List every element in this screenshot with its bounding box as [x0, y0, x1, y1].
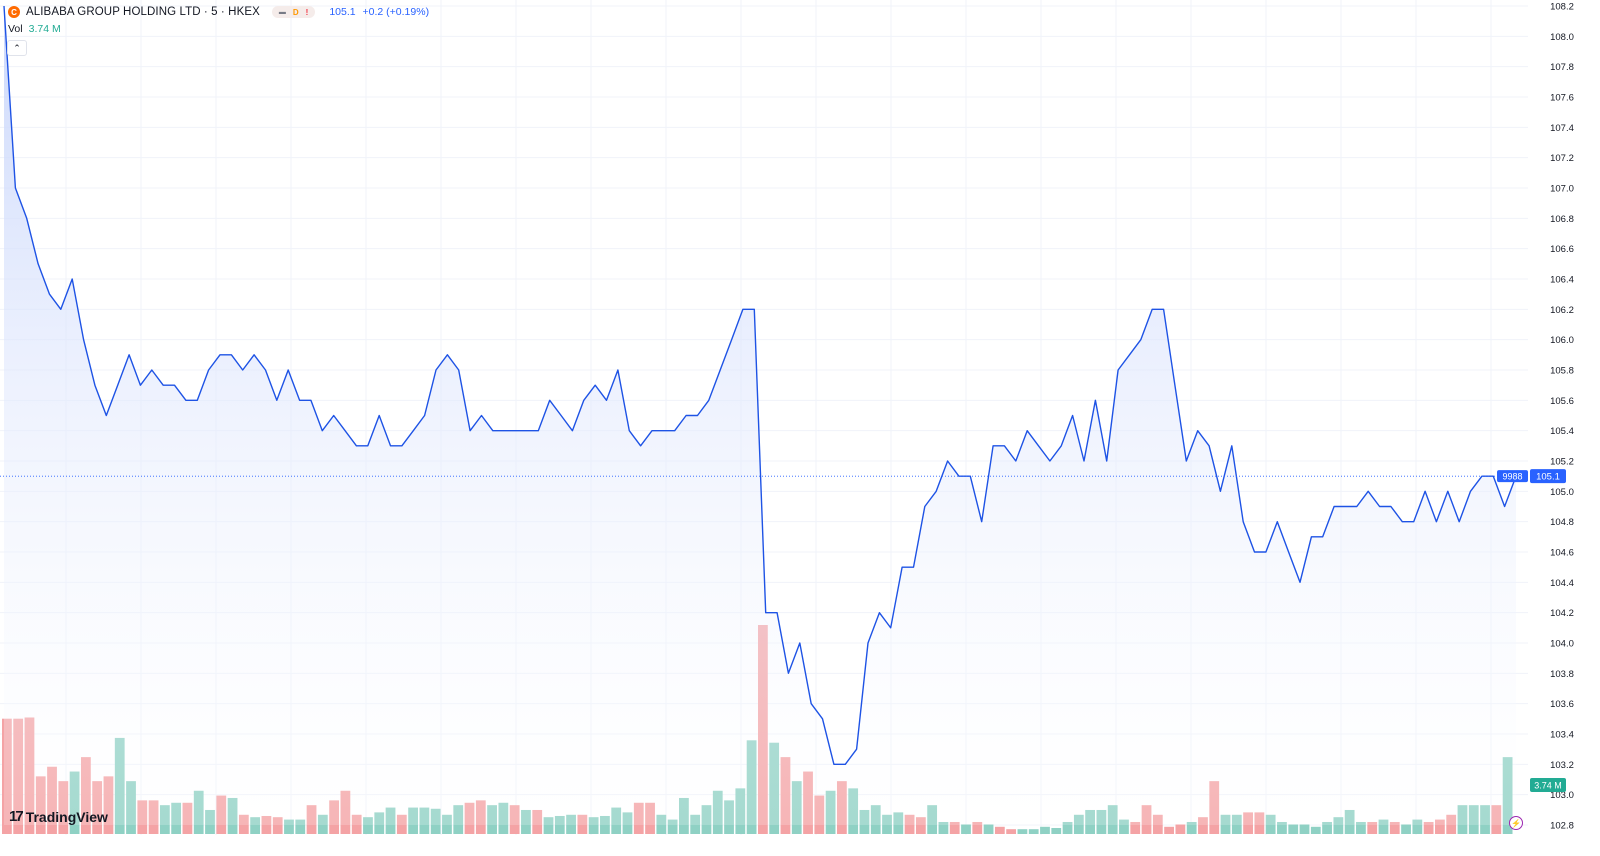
pill-d-badge: D — [292, 7, 299, 17]
volume-bar — [1017, 829, 1028, 834]
volume-legend: Vol 3.74 M — [8, 23, 61, 35]
volume-bar — [1333, 817, 1344, 834]
volume-bar — [1389, 821, 1400, 834]
volume-bar — [1051, 827, 1062, 834]
tradingview-logo[interactable]: 17 TradingView — [9, 808, 108, 825]
y-tick-label: 106.2 — [1550, 305, 1574, 316]
tradingview-logo-icon: 17 — [9, 808, 24, 825]
volume-bar — [543, 817, 554, 834]
y-tick-label: 104.2 — [1550, 608, 1574, 619]
volume-bar — [295, 819, 306, 834]
volume-bar — [363, 817, 373, 834]
volume-bar — [1322, 821, 1332, 834]
last-price-axis-label: 105.1 — [1536, 472, 1560, 483]
volume-bar — [1175, 824, 1186, 834]
y-tick-label: 104.0 — [1550, 639, 1574, 650]
symbol-title[interactable]: ALIBABA GROUP HOLDING LTD · 5 · HKEX — [26, 6, 260, 18]
volume-bar — [1310, 826, 1321, 834]
y-tick-label: 105.4 — [1550, 426, 1574, 437]
y-tick-label: 102.8 — [1550, 821, 1574, 832]
price-axis[interactable]: 108.2 108.0 107.8 107.6 107.4 107.2 107.0 106.8… — [1550, 2, 1574, 832]
volume-bar — [938, 821, 949, 834]
y-tick-label: 108.2 — [1550, 2, 1574, 13]
y-tick-label: 107.0 — [1550, 184, 1574, 195]
volume-tag — [1530, 778, 1566, 792]
symbol-code-label: 9988 — [1502, 472, 1522, 482]
y-tick-label: 106.8 — [1550, 214, 1574, 225]
volume-bar — [983, 824, 994, 834]
volume-bar — [949, 821, 960, 834]
y-tick-label: 105.6 — [1550, 396, 1574, 407]
y-tick-label: 107.4 — [1550, 123, 1574, 134]
last-price: 105.1 — [329, 6, 356, 18]
volume-bar — [667, 819, 678, 834]
lightning-icon[interactable]: ⚡ — [1509, 816, 1523, 830]
price-area — [4, 6, 1516, 825]
volume-bar — [994, 826, 1005, 834]
volume-bar — [1119, 819, 1129, 834]
y-tick-label: 104.8 — [1550, 517, 1574, 528]
volume-axis-label: 3.74 M — [1534, 781, 1562, 791]
volume-bar — [915, 817, 926, 834]
last-price-tag — [1530, 469, 1566, 484]
volume-bar — [1378, 819, 1389, 834]
volume-bar — [588, 817, 599, 834]
warning-icon: ! — [305, 7, 309, 17]
volume-bar — [250, 817, 261, 834]
volume-bar — [1367, 821, 1378, 834]
y-tick-label: 103.0 — [1550, 790, 1574, 801]
symbol-code-tag — [1497, 470, 1528, 483]
volume-bar — [1006, 829, 1017, 834]
eye-off-icon: ▬ — [278, 8, 286, 16]
y-tick-label: 103.8 — [1550, 669, 1574, 680]
volume-bar — [1164, 826, 1174, 834]
y-tick-label: 106.6 — [1550, 244, 1574, 255]
volume-bar — [1040, 826, 1050, 834]
volume-bar — [284, 819, 294, 834]
volume-bar — [961, 824, 971, 834]
price-line — [3, 5, 1517, 765]
volume-bar — [1288, 824, 1299, 834]
axis-price-labels: 9988 105.1 3.74 M — [1497, 469, 1566, 792]
volume-bar — [1062, 821, 1073, 834]
y-tick-label: 106.0 — [1550, 335, 1574, 346]
y-tick-label: 104.6 — [1550, 548, 1574, 559]
volume-bar — [1423, 821, 1434, 834]
price-change: +0.2 (+0.19%) — [362, 6, 430, 18]
alibaba-logo-icon: C — [8, 6, 20, 18]
volume-bar — [1277, 821, 1287, 834]
y-tick-label: 103.4 — [1550, 730, 1574, 741]
y-tick-label: 106.4 — [1550, 275, 1574, 286]
y-tick-label: 107.8 — [1550, 62, 1574, 73]
y-tick-label: 104.4 — [1550, 578, 1574, 589]
y-tick-label: 103.2 — [1550, 760, 1574, 771]
quote: 105.1 +0.2 (+0.19%) — [329, 6, 433, 18]
status-pill[interactable]: ▬ D ! — [271, 6, 316, 18]
volume-bar — [1356, 821, 1366, 834]
volume-bar — [1412, 819, 1423, 834]
volume-value: 3.74 M — [28, 23, 61, 35]
volume-label: Vol — [8, 23, 23, 35]
y-tick-label: 107.2 — [1550, 153, 1574, 164]
y-tick-label: 105.8 — [1550, 366, 1574, 377]
volume-bar — [1299, 824, 1310, 834]
tradingview-name: TradingView — [25, 808, 108, 825]
volume-bar — [1435, 819, 1445, 834]
volume-bar — [1186, 821, 1197, 834]
y-tick-label: 108.0 — [1550, 32, 1574, 43]
y-tick-label: 107.6 — [1550, 93, 1574, 104]
y-tick-label: 105.2 — [1550, 457, 1574, 468]
y-tick-label: 103.6 — [1550, 699, 1574, 710]
volume-bar — [1401, 824, 1411, 834]
volume-bar — [272, 817, 283, 834]
volume-bar — [1028, 829, 1039, 834]
volume-bar — [1198, 817, 1208, 834]
y-tick-label: 105.0 — [1550, 487, 1574, 498]
volume-bar — [972, 821, 983, 834]
volume-bar — [1130, 821, 1141, 834]
chevron-up-icon[interactable]: ⌃ — [7, 40, 27, 56]
chart-header: C ALIBABA GROUP HOLDING LTD · 5 · HKEX ▬… — [8, 5, 433, 19]
